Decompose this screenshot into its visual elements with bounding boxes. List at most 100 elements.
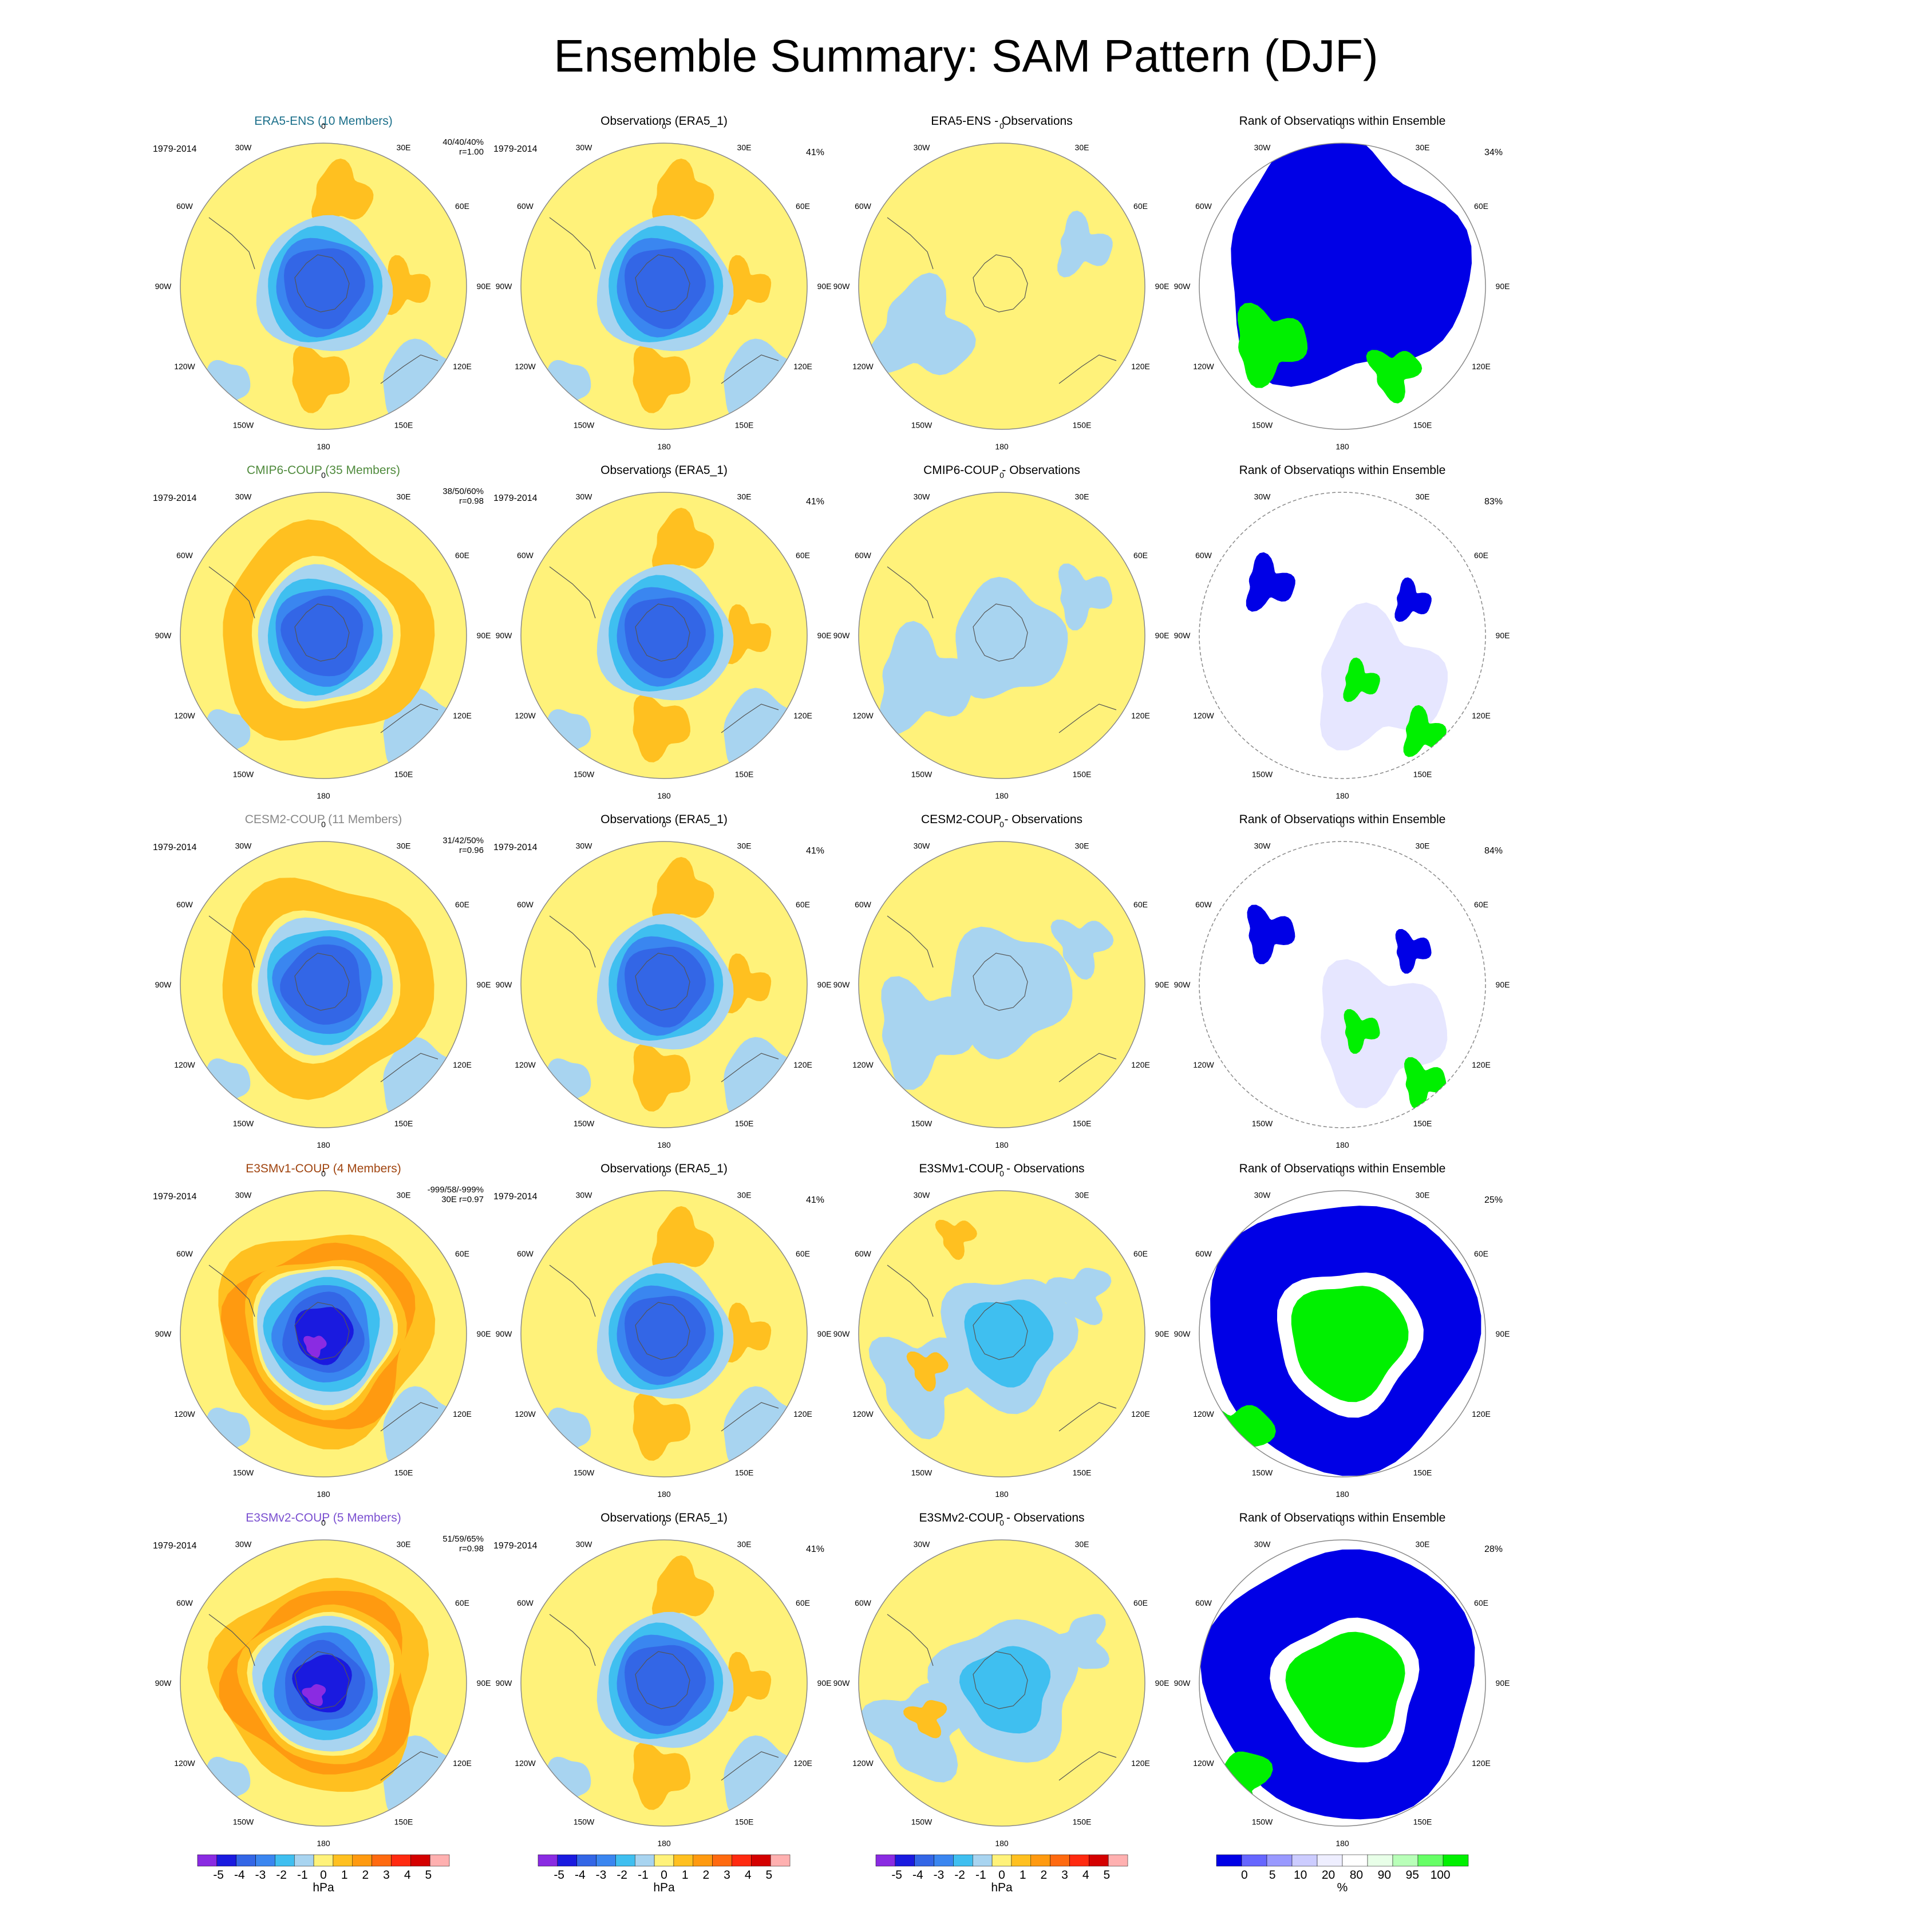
map-boundary	[858, 1190, 1145, 1477]
longitude-label: 60W	[176, 1598, 193, 1607]
longitude-label: 150W	[1252, 1468, 1273, 1477]
colorbar-swatch	[429, 1854, 450, 1867]
longitude-label: 90W	[496, 980, 513, 989]
stats-correlation: 30E r=0.97	[441, 1195, 484, 1204]
longitude-label: 120E	[1472, 362, 1491, 371]
period-label: 1979-2014	[153, 144, 197, 154]
colorbar-swatch	[236, 1854, 256, 1867]
longitude-label: 120E	[1472, 1409, 1491, 1419]
panel-title: E3SMv2-COUP - Observations	[919, 1511, 1085, 1524]
longitude-label: 150W	[574, 1119, 595, 1128]
longitude-label: 30W	[1254, 1540, 1271, 1549]
light-blue-region	[879, 621, 975, 734]
south-america-coastline	[549, 915, 596, 968]
colorbar-tick-label: 1	[1020, 1868, 1026, 1882]
south-america-coastline	[208, 1265, 255, 1317]
period-label: 1979-2014	[493, 1192, 538, 1202]
colorbar-swatch	[576, 1854, 596, 1867]
longitude-label: 120W	[515, 1409, 536, 1419]
polar-map: 0 30E 60E 90E 120E 150E 180 150W 120W 90W 60W 30W	[833, 1169, 1170, 1499]
colorbar-swatch	[615, 1854, 635, 1867]
pattern-percent: 41%	[805, 497, 824, 507]
longitude-label: 30E	[737, 1191, 752, 1200]
colorbar-swatch	[216, 1854, 236, 1867]
longitude-label: 120W	[174, 362, 195, 371]
longitude-label: 90W	[833, 1678, 851, 1688]
skill-stats: -999/58/-999% 30E r=0.97	[428, 1185, 484, 1204]
light-blue-region	[868, 1337, 977, 1440]
longitude-label: 30E	[1075, 1191, 1089, 1200]
panel-title: Rank of Observations within Ensemble	[1239, 114, 1446, 128]
longitude-label: 60E	[1474, 900, 1488, 909]
observations-panel: Observations (ERA5_1) 1979-2014 41% 0 30E 60E…	[492, 813, 836, 1156]
longitude-label: 60E	[455, 551, 469, 560]
map-boundary	[1199, 143, 1486, 430]
longitude-label: 30E	[1075, 492, 1089, 501]
longitude-label: 120E	[1472, 1060, 1491, 1069]
colorbar-unit: hPa	[313, 1881, 334, 1894]
colorbar-swatch	[372, 1854, 392, 1867]
negative-ring-4	[284, 248, 365, 329]
longitude-label: 60W	[1195, 202, 1212, 211]
longitude-label: 90E	[477, 980, 491, 989]
longitude-label: 150E	[735, 1119, 754, 1128]
longitude-label: 0	[662, 1518, 666, 1527]
longitude-label: 90E	[1155, 1329, 1170, 1338]
longitude-label: 60E	[1133, 551, 1148, 560]
longitude-label: 120E	[453, 1409, 472, 1419]
longitude-label: 60W	[855, 1249, 872, 1258]
observations-panel: Observations (ERA5_1) 1979-2014 41% 0 30E 60E…	[492, 114, 836, 458]
colorbar-tick-label: 3	[383, 1868, 390, 1882]
colorbar-tick-label: 5	[765, 1868, 772, 1882]
colorbar-tick-label: 95	[1406, 1868, 1419, 1882]
longitude-label: 120W	[174, 711, 195, 720]
low-rank-region	[1394, 577, 1432, 622]
map-boundary	[1199, 492, 1486, 779]
longitude-label: 180	[1336, 442, 1349, 451]
longitude-label: 90E	[1496, 1678, 1510, 1688]
rank-panel: Rank of Observations within Ensemble 83% 0…	[1171, 464, 1514, 807]
antarctica-coastline	[635, 603, 690, 662]
longitude-label: 30W	[576, 1540, 593, 1549]
longitude-label: 30W	[576, 492, 593, 501]
longitude-label: 60W	[855, 900, 872, 909]
longitude-label: 90E	[1496, 980, 1510, 989]
skill-stats: 40/40/40% r=1.00	[442, 137, 484, 157]
australia-coastline	[1058, 354, 1117, 384]
pattern-percent: 41%	[805, 846, 824, 856]
longitude-label: 30E	[1416, 841, 1430, 851]
longitude-label: 0	[999, 820, 1004, 829]
colorbar-unit: hPa	[991, 1881, 1013, 1894]
figure-title: Ensemble Summary: SAM Pattern (DJF)	[554, 30, 1378, 81]
polar-map: 0 30E 60E 90E 120E 150E 180 150W 120W 90W 60W 30W	[833, 1518, 1170, 1848]
longitude-label: 90W	[155, 631, 172, 640]
longitude-label: 60E	[1474, 202, 1488, 211]
polar-map: 0 30E 60E 90E 120E 150E 180 150W 120W 90W 60W 30W	[496, 121, 832, 451]
map-boundary	[858, 1539, 1145, 1827]
colorbar: -5 -4 -3 -2 -1 0 1 2 3 4 5 hPa	[538, 1854, 791, 1894]
panel-title: Observations (ERA5_1)	[600, 813, 728, 826]
colorbar-tick-label: 4	[745, 1868, 752, 1882]
longitude-label: 90W	[1174, 980, 1191, 989]
colorbar-tick-label: 2	[1040, 1868, 1047, 1882]
antarctica-coastline	[294, 1302, 350, 1360]
longitude-label: 120E	[793, 1759, 812, 1768]
longitude-label: 30E	[737, 841, 752, 851]
longitude-label: 120E	[1131, 1759, 1150, 1768]
longitude-label: 90W	[155, 1329, 172, 1338]
low-rank-region	[1395, 929, 1432, 974]
longitude-label: 30W	[914, 841, 931, 851]
colorbar-swatch	[1216, 1854, 1242, 1867]
difference-panel: ERA5-ENS - Observations 0 30E 60E 90E 120E 150…	[830, 114, 1174, 458]
longitude-label: 90W	[1174, 1678, 1191, 1688]
map-boundary	[858, 492, 1145, 779]
polar-map: 0 30E 60E 90E 120E 150E 180 150W 120W 90W 60W 30W	[496, 820, 832, 1149]
longitude-label: 150E	[394, 1119, 413, 1128]
south-america-coastline	[208, 217, 255, 270]
high-rank-region	[1238, 302, 1308, 388]
south-america-coastline	[208, 915, 255, 968]
colorbar-tick-label: -1	[638, 1868, 649, 1882]
panel-title: ERA5-ENS (10 Members)	[254, 114, 393, 128]
pattern-percent: 28%	[1484, 1544, 1503, 1554]
longitude-label: 90E	[1496, 282, 1510, 291]
